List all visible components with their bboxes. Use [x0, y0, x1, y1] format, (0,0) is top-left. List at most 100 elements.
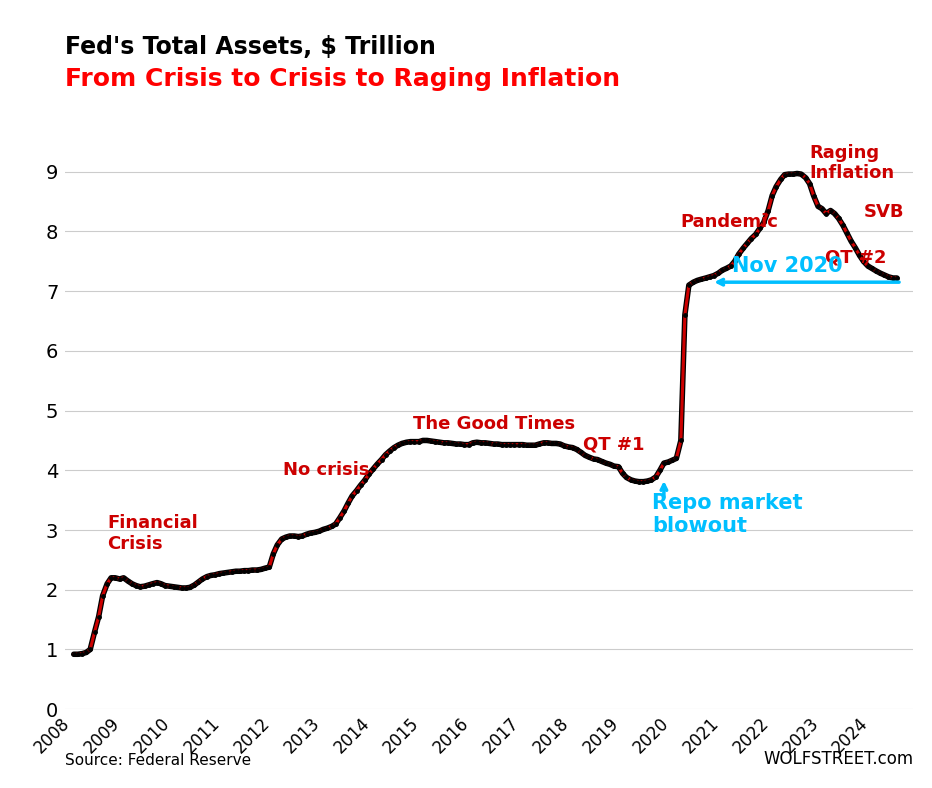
Point	[279, 531, 294, 544]
Point	[108, 571, 123, 584]
Point	[449, 437, 464, 450]
Point	[179, 582, 194, 594]
Point	[836, 219, 851, 232]
Point	[461, 438, 476, 451]
Point	[644, 474, 659, 486]
Point	[83, 643, 98, 656]
Point	[811, 200, 826, 213]
Point	[798, 171, 813, 184]
Point	[490, 437, 505, 450]
Point	[240, 564, 255, 577]
Point	[603, 458, 618, 470]
Point	[78, 646, 93, 659]
Point	[512, 438, 527, 451]
Point	[573, 446, 588, 459]
Point	[299, 528, 314, 541]
Point	[125, 578, 140, 590]
Point	[544, 437, 559, 450]
Point	[860, 260, 875, 273]
Point	[328, 518, 343, 530]
Text: QT #2: QT #2	[825, 248, 886, 266]
Point	[561, 440, 576, 453]
Point	[70, 648, 85, 660]
Point	[549, 437, 564, 450]
Point	[806, 189, 821, 202]
Point	[885, 272, 900, 284]
Point	[212, 567, 226, 580]
Point	[532, 437, 547, 450]
Text: Nov 2020: Nov 2020	[733, 256, 843, 277]
Point	[656, 457, 671, 470]
Point	[357, 474, 372, 487]
Point	[723, 260, 738, 273]
Text: The Good Times: The Good Times	[413, 415, 575, 433]
Point	[615, 467, 630, 480]
Point	[266, 548, 281, 560]
Point	[91, 611, 106, 623]
Point	[528, 439, 542, 452]
Point	[582, 451, 596, 463]
Text: Source: Federal Reserve: Source: Federal Reserve	[65, 753, 252, 768]
Point	[732, 247, 747, 260]
Point	[470, 436, 485, 448]
Point	[636, 475, 651, 488]
Point	[507, 438, 522, 451]
Point	[752, 222, 767, 235]
Point	[365, 463, 380, 475]
Point	[789, 167, 804, 180]
Point	[569, 443, 584, 455]
Point	[607, 460, 622, 473]
Point	[881, 270, 896, 283]
Point	[445, 437, 459, 450]
Point	[199, 571, 214, 583]
Point	[831, 212, 846, 225]
Point	[632, 475, 647, 488]
Text: Financial
Crisis: Financial Crisis	[107, 514, 198, 552]
Point	[145, 578, 160, 590]
Point	[166, 581, 181, 593]
Point	[856, 255, 870, 268]
Point	[66, 648, 81, 660]
Point	[719, 262, 733, 275]
Point	[382, 445, 397, 458]
Point	[88, 625, 103, 637]
Point	[694, 273, 709, 285]
Point	[100, 578, 115, 590]
Point	[852, 249, 867, 262]
Point	[586, 452, 601, 465]
Point	[553, 437, 568, 450]
Point	[324, 520, 339, 533]
Point	[774, 173, 788, 186]
Point	[499, 438, 514, 451]
Point	[120, 574, 135, 587]
Point	[865, 262, 880, 275]
Point	[95, 589, 110, 602]
Point	[374, 453, 389, 466]
Point	[316, 523, 331, 536]
Point	[649, 470, 664, 483]
Point	[661, 455, 676, 468]
Point	[250, 563, 265, 576]
Point	[769, 180, 784, 193]
Point	[336, 504, 351, 517]
Point	[320, 522, 335, 534]
Point	[843, 235, 858, 247]
Point	[149, 576, 164, 589]
Point	[291, 530, 306, 543]
Point	[416, 434, 431, 447]
Point	[407, 435, 422, 448]
Point	[362, 467, 377, 480]
Point	[303, 526, 318, 539]
Point	[478, 437, 493, 449]
Point	[132, 581, 147, 593]
Point	[270, 539, 285, 552]
Point	[818, 207, 833, 220]
Point	[341, 497, 356, 510]
Point	[391, 439, 405, 452]
Point	[245, 563, 260, 576]
Point	[748, 228, 763, 240]
Point	[761, 204, 775, 217]
Point	[112, 573, 127, 585]
Text: QT #1: QT #1	[582, 436, 644, 454]
Point	[715, 264, 730, 277]
